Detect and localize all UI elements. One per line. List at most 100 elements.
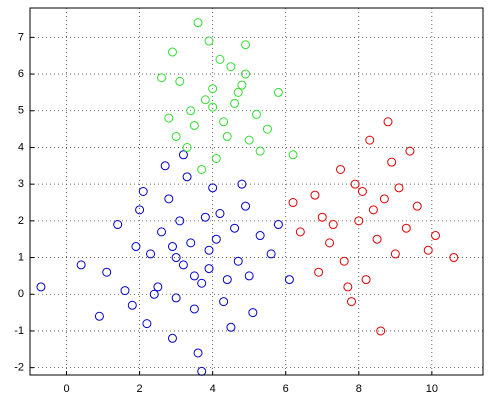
scatter-point [255,146,265,156]
scatter-point [244,271,254,281]
scatter-point [189,271,199,281]
scatter-point [175,76,185,86]
scatter-point [394,183,404,193]
scatter-point [175,216,185,226]
x-tick-label: 2 [137,383,143,395]
scatter-point [167,333,177,343]
scatter-point [164,113,174,123]
scatter-point [226,322,236,332]
scatter-point [390,249,400,259]
scatter-point [343,282,353,292]
scatter-point [189,304,199,314]
scatter-point [193,18,203,28]
scatter-point [186,106,196,116]
y-tick-label: 7 [18,31,24,43]
scatter-point [449,253,459,263]
scatter-point [76,260,86,270]
scatter-point [178,260,188,270]
scatter-point [346,297,356,307]
scatter-point [262,124,272,134]
scatter-point [204,245,214,255]
scatter-point [284,275,294,285]
scatter-point [230,223,240,233]
scatter-point [252,109,261,119]
scatter-point [336,164,346,174]
scatter-point [186,238,196,248]
scatter-point [310,190,320,200]
scatter-point [325,238,335,248]
y-tick-label: 3 [18,178,24,190]
scatter-point [138,187,148,196]
scatter-point [368,205,378,215]
scatter-point [237,179,247,189]
scatter-point [182,142,192,152]
scatter-point [222,275,232,285]
scatter-point [241,201,251,211]
y-tick-label: 2 [18,215,24,227]
scatter-point [157,227,167,237]
scatter-point [226,62,236,72]
x-tick-label: 4 [210,383,216,395]
scatter-point [379,194,389,204]
scatter-point [241,40,251,50]
scatter-point [131,242,141,252]
scatter-point [215,54,225,64]
scatter-point [215,209,225,219]
scatter-point [197,278,207,288]
scatter-point [339,256,349,266]
x-tick-label: 8 [356,383,362,395]
scatter-point [160,161,170,171]
scatter-point [171,131,181,141]
scatter-point [153,282,163,292]
scatter-point [273,87,283,97]
scatter-point [255,231,265,241]
scatter-point [211,153,221,163]
scatter-point [178,150,188,160]
scatter-point [241,69,251,79]
scatter-point [237,80,247,90]
scatter-point [200,212,210,222]
scatter-point [273,220,283,230]
scatter-point [171,293,181,303]
scatter-point [142,319,152,329]
scatter-point [204,264,214,274]
scatter-point [146,249,156,259]
y-tick-label: 0 [18,288,24,300]
scatter-point [328,220,338,230]
scatter-point [135,205,145,215]
x-tick-label: 6 [283,383,289,395]
scatter-point [423,245,433,255]
scatter-point [182,172,192,182]
scatter-point [208,102,218,112]
y-tick-label: 1 [18,251,24,263]
scatter-point [350,179,360,189]
scatter-point [288,150,298,160]
scatter-point [230,98,240,108]
y-tick-label: -2 [14,362,24,374]
scatter-point [197,164,207,174]
scatter-point [219,117,229,127]
scatter-point [189,120,199,130]
scatter-point [149,289,159,299]
scatter-point [211,234,221,244]
scatter-point [219,297,229,307]
scatter-point [208,84,218,94]
scatter-point [167,47,177,57]
scatter-point [288,198,298,208]
scatter-point [208,183,218,193]
scatter-point [376,326,386,336]
plot-layer [30,8,483,376]
scatter-point [354,216,364,226]
axes-box [29,7,484,376]
scatter-point [361,275,371,285]
scatter-point [431,231,441,241]
scatter-point [36,282,46,292]
scatter-point [164,194,174,204]
scatter-point [102,267,112,277]
y-tick-label: 5 [18,105,24,117]
x-tick-label: 10 [426,383,438,395]
scatter-point [244,135,254,145]
scatter-point [248,308,258,318]
scatter-point [204,36,214,46]
scatter-point [357,187,367,196]
